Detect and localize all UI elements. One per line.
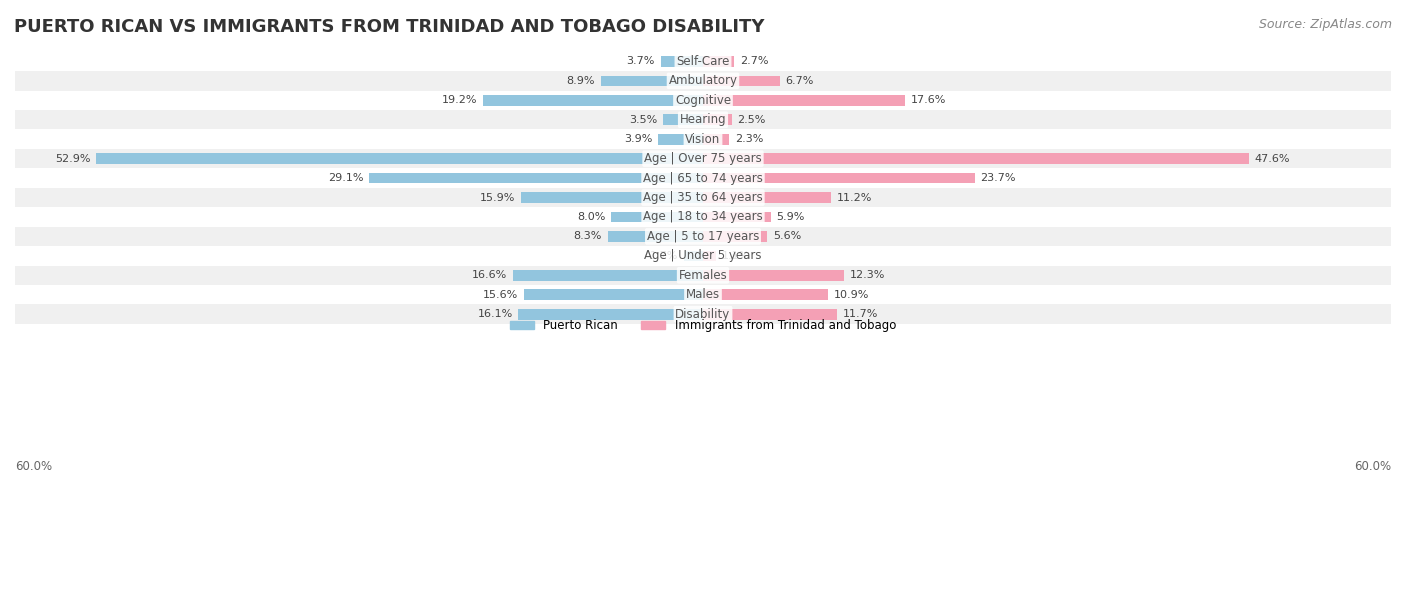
Text: 11.2%: 11.2% (837, 193, 873, 203)
Text: Hearing: Hearing (679, 113, 727, 126)
Bar (519, 309, 703, 319)
Bar (15, 285, 1391, 304)
Text: 10.9%: 10.9% (834, 289, 869, 300)
Bar (662, 114, 703, 125)
Bar (703, 231, 768, 242)
Text: Age | Over 75 years: Age | Over 75 years (644, 152, 762, 165)
Bar (15, 130, 1391, 149)
Text: 12.3%: 12.3% (849, 271, 886, 280)
Text: 8.0%: 8.0% (576, 212, 606, 222)
Bar (15, 110, 1391, 130)
Legend: Puerto Rican, Immigrants from Trinidad and Tobago: Puerto Rican, Immigrants from Trinidad a… (505, 315, 901, 337)
Bar (658, 134, 703, 144)
Text: 2.5%: 2.5% (737, 115, 766, 125)
Text: 8.9%: 8.9% (567, 76, 595, 86)
Bar (612, 212, 703, 222)
Bar (15, 266, 1391, 285)
Text: Age | 5 to 17 years: Age | 5 to 17 years (647, 230, 759, 243)
Text: 1.7%: 1.7% (650, 251, 678, 261)
Text: Age | 35 to 64 years: Age | 35 to 64 years (643, 191, 763, 204)
Bar (703, 212, 770, 222)
Bar (703, 270, 844, 281)
Text: 52.9%: 52.9% (55, 154, 90, 163)
Bar (15, 304, 1391, 324)
Bar (482, 95, 703, 106)
Text: 47.6%: 47.6% (1254, 154, 1291, 163)
Bar (703, 192, 831, 203)
Text: Cognitive: Cognitive (675, 94, 731, 107)
Bar (683, 250, 703, 261)
Bar (703, 75, 780, 86)
Bar (15, 188, 1391, 207)
Text: 5.6%: 5.6% (773, 231, 801, 241)
Bar (524, 289, 703, 300)
Text: 5.9%: 5.9% (776, 212, 804, 222)
Text: Disability: Disability (675, 308, 731, 321)
Bar (15, 71, 1391, 91)
Text: PUERTO RICAN VS IMMIGRANTS FROM TRINIDAD AND TOBAGO DISABILITY: PUERTO RICAN VS IMMIGRANTS FROM TRINIDAD… (14, 18, 765, 36)
Bar (703, 153, 1249, 164)
Bar (607, 231, 703, 242)
Text: Age | Under 5 years: Age | Under 5 years (644, 249, 762, 263)
Bar (97, 153, 703, 164)
Text: 2.3%: 2.3% (735, 134, 763, 144)
Text: Self-Care: Self-Care (676, 55, 730, 68)
Text: 3.5%: 3.5% (628, 115, 657, 125)
Bar (15, 226, 1391, 246)
Text: Source: ZipAtlas.com: Source: ZipAtlas.com (1258, 18, 1392, 31)
Bar (661, 56, 703, 67)
Bar (703, 134, 730, 144)
Bar (15, 149, 1391, 168)
Text: 16.1%: 16.1% (478, 309, 513, 319)
Bar (600, 75, 703, 86)
Text: 1.1%: 1.1% (721, 251, 749, 261)
Bar (703, 250, 716, 261)
Text: 15.9%: 15.9% (479, 193, 515, 203)
Text: Age | 18 to 34 years: Age | 18 to 34 years (643, 211, 763, 223)
Text: 29.1%: 29.1% (328, 173, 364, 183)
Bar (703, 173, 974, 184)
Text: 60.0%: 60.0% (15, 460, 52, 473)
Text: 6.7%: 6.7% (786, 76, 814, 86)
Text: 60.0%: 60.0% (1354, 460, 1391, 473)
Bar (15, 246, 1391, 266)
Text: 11.7%: 11.7% (842, 309, 879, 319)
Text: Females: Females (679, 269, 727, 282)
Text: Vision: Vision (685, 133, 721, 146)
Text: 23.7%: 23.7% (980, 173, 1017, 183)
Bar (15, 52, 1391, 71)
Text: Age | 65 to 74 years: Age | 65 to 74 years (643, 171, 763, 185)
Text: Males: Males (686, 288, 720, 301)
Bar (703, 95, 905, 106)
Text: Ambulatory: Ambulatory (668, 75, 738, 88)
Text: 17.6%: 17.6% (911, 95, 946, 105)
Text: 3.9%: 3.9% (624, 134, 652, 144)
Text: 3.7%: 3.7% (627, 56, 655, 67)
Bar (370, 173, 703, 184)
Bar (703, 114, 731, 125)
Bar (520, 192, 703, 203)
Bar (15, 207, 1391, 226)
Bar (703, 56, 734, 67)
Text: 15.6%: 15.6% (484, 289, 519, 300)
Text: 8.3%: 8.3% (574, 231, 602, 241)
Bar (703, 309, 837, 319)
Bar (15, 91, 1391, 110)
Bar (15, 168, 1391, 188)
Bar (703, 289, 828, 300)
Bar (513, 270, 703, 281)
Text: 16.6%: 16.6% (471, 271, 508, 280)
Text: 19.2%: 19.2% (441, 95, 477, 105)
Text: 2.7%: 2.7% (740, 56, 768, 67)
